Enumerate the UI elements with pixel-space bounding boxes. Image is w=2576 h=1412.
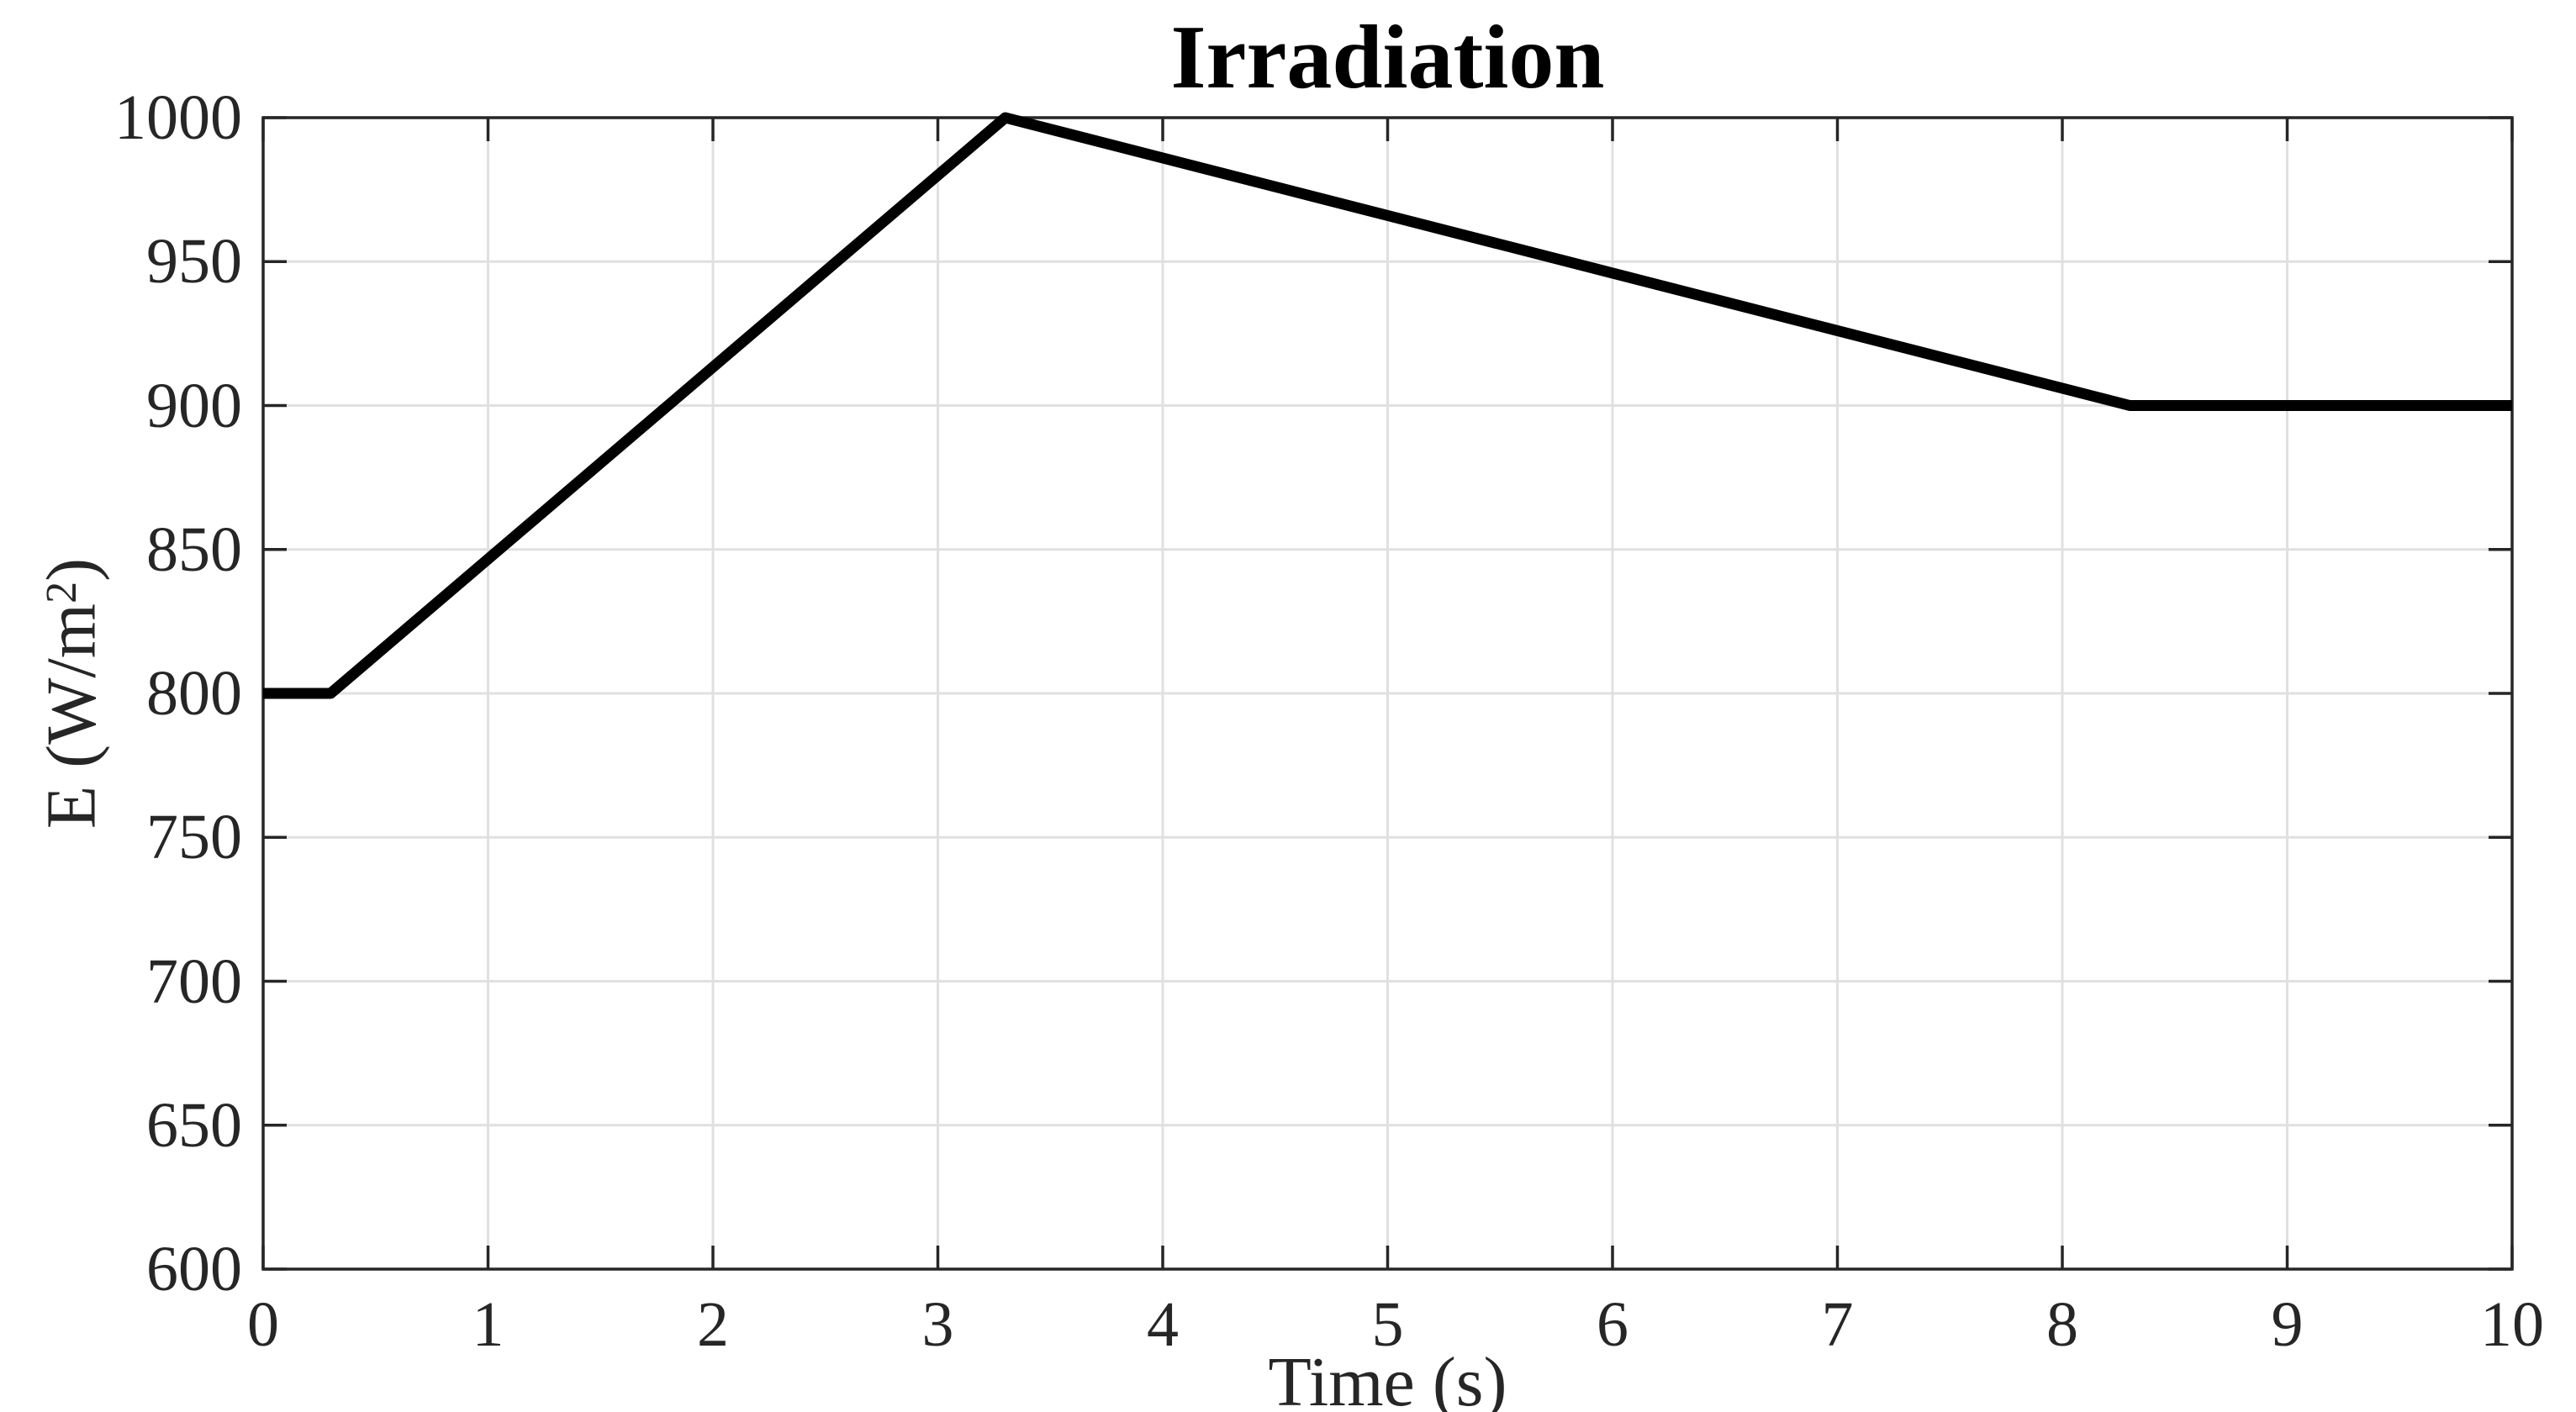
y-tick-label: 950	[146, 226, 242, 298]
y-axis-label-superscript: 2	[38, 581, 87, 603]
y-tick-label: 600	[146, 1234, 242, 1304]
y-axis-label-text: E (W/m	[32, 603, 111, 830]
y-tick-label: 900	[146, 370, 242, 441]
tick-marks	[261, 116, 2514, 1271]
x-tick-label: 3	[921, 1289, 954, 1360]
x-tick-label: 9	[2271, 1289, 2304, 1360]
irradiation-line	[263, 112, 2512, 699]
x-axis-label: Time (s)	[1268, 1343, 1507, 1412]
y-tick-label: 650	[146, 1089, 242, 1161]
x-tick-label: 10	[2480, 1289, 2544, 1360]
y-axis-label: E (W/m2)	[31, 558, 113, 829]
x-tick-label: 1	[472, 1289, 504, 1360]
x-tick-label: 7	[1821, 1289, 1854, 1360]
x-tick-label: 6	[1597, 1289, 1628, 1360]
x-tick-label: 8	[2046, 1289, 2078, 1360]
x-tick-label: 5	[1371, 1289, 1404, 1360]
x-tick-label: 4	[1147, 1289, 1179, 1360]
grid-lines	[263, 118, 2512, 1269]
x-tick-label: 0	[247, 1289, 279, 1360]
y-tick-label: 750	[146, 802, 242, 873]
y-tick-label: 1000	[114, 82, 242, 153]
y-tick-label: 700	[146, 946, 242, 1017]
y-tick-label: 800	[146, 658, 242, 729]
y-tick-label: 850	[146, 514, 242, 585]
y-axis-label-close: )	[32, 557, 111, 582]
x-tick-label: 2	[697, 1289, 729, 1360]
chart-title: Irradiation	[1170, 8, 1605, 108]
